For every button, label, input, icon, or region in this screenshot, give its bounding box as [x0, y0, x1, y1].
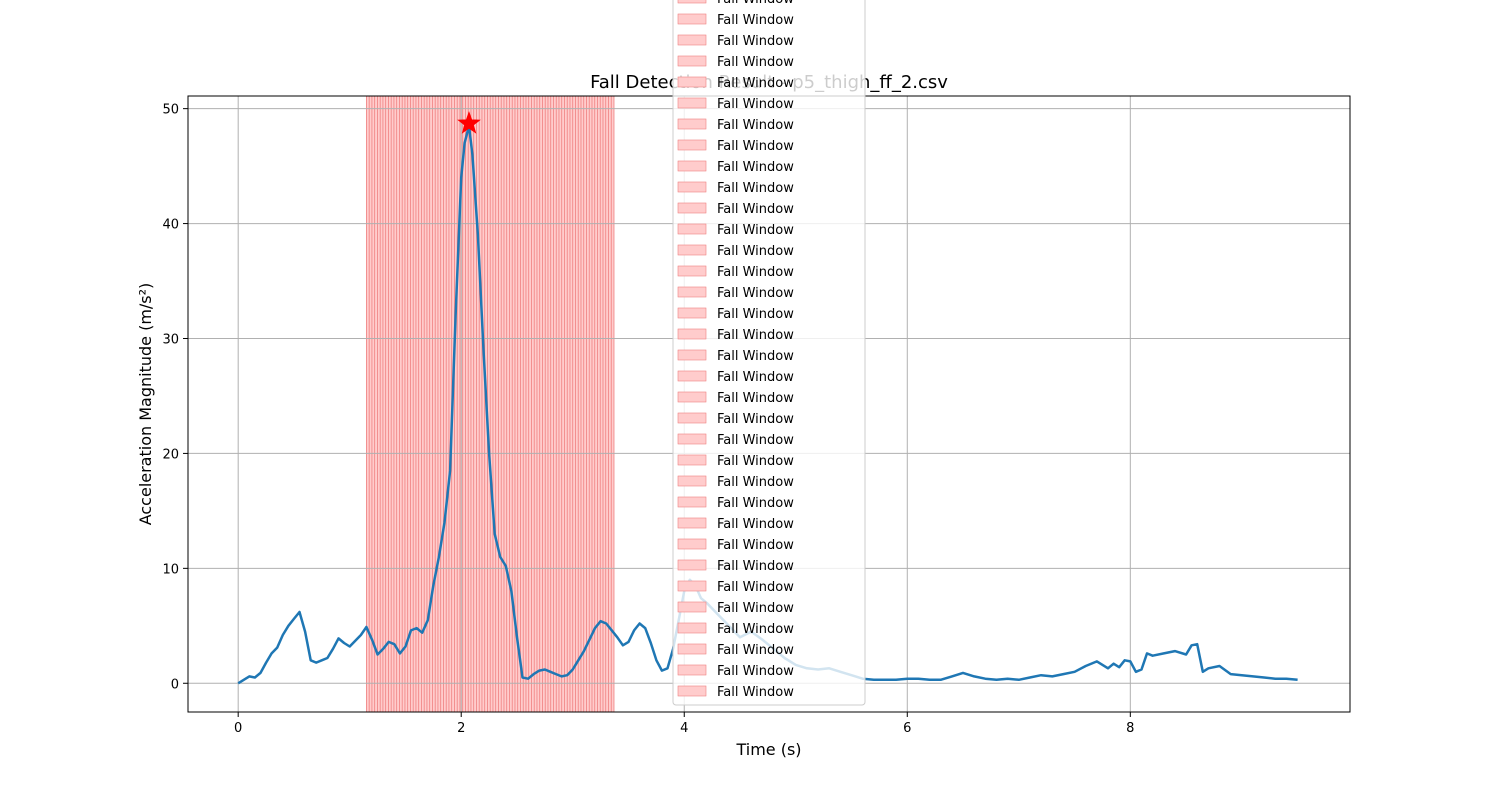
- legend-swatch: [677, 265, 707, 277]
- legend: Fall Window Fall Window Fall Window Fall Wi…: [672, 0, 866, 706]
- y-axis-label: Acceleration Magnitude (m/s²): [136, 283, 155, 526]
- legend-label: Fall Window: [717, 496, 794, 511]
- fall-window-bands: [366, 96, 615, 712]
- legend-swatch: [677, 97, 707, 109]
- legend-swatch: [677, 139, 707, 151]
- legend-swatch: [677, 664, 707, 676]
- peak-marker: [457, 111, 481, 134]
- legend-label: Fall Window: [717, 244, 794, 259]
- legend-label: Fall Window: [717, 517, 794, 532]
- series-0-line: [237, 124, 1298, 685]
- series-line: [237, 124, 1298, 685]
- legend-swatch: [677, 643, 707, 655]
- legend-swatch: [677, 517, 707, 529]
- legend-swatch: [677, 391, 707, 403]
- legend-label: Fall Window: [717, 223, 794, 238]
- legend-swatch: [677, 307, 707, 319]
- legend-box: [672, 0, 866, 706]
- legend-label: Fall Window: [717, 34, 794, 49]
- legend-swatch: [677, 76, 707, 88]
- y-tick-label: 10: [162, 562, 179, 577]
- legend-label: Fall Window: [717, 118, 794, 133]
- y-tick-label: 0: [171, 677, 179, 692]
- y-tick-label: 30: [162, 332, 179, 347]
- legend-swatch: [677, 181, 707, 193]
- legend-label: Fall Window: [717, 286, 794, 301]
- legend-label: Fall Window: [717, 307, 794, 322]
- legend-label: Fall Window: [717, 328, 794, 343]
- legend-label: Fall Window: [717, 433, 794, 448]
- legend-label: Fall Window: [717, 55, 794, 70]
- legend-label: Fall Window: [717, 601, 794, 616]
- legend-swatch: [677, 601, 707, 613]
- x-tick-label: 4: [680, 721, 688, 736]
- legend-swatch: [677, 496, 707, 508]
- legend-label: Fall Window: [717, 76, 794, 91]
- legend-label: Fall Window: [717, 412, 794, 427]
- legend-swatch: [677, 286, 707, 298]
- legend-label: Fall Window: [717, 349, 794, 364]
- legend-label: Fall Window: [717, 13, 794, 28]
- x-tick-label: 6: [903, 721, 911, 736]
- legend-label: Fall Window: [717, 685, 794, 700]
- legend-swatch: [677, 13, 707, 25]
- legend-label: Fall Window: [717, 454, 794, 469]
- axis-ticks: 0 2 4 6 8 0 10 20 30 40 50: [162, 103, 1134, 736]
- legend-swatch: [677, 622, 707, 634]
- legend-label: Fall Window: [717, 580, 794, 595]
- y-tick-label: 40: [162, 218, 179, 233]
- legend-label: Fall Window: [717, 97, 794, 112]
- legend-swatch: [677, 202, 707, 214]
- legend-swatch: [677, 223, 707, 235]
- legend-label: Fall Window: [717, 160, 794, 175]
- legend-swatch: [677, 538, 707, 550]
- x-axis-label: Time (s): [735, 740, 801, 759]
- legend-swatch: [677, 685, 707, 697]
- x-tick-label: 8: [1126, 721, 1134, 736]
- legend-label: Fall Window: [717, 265, 794, 280]
- legend-label: Fall Window: [717, 181, 794, 196]
- peak-star-marker: [457, 111, 481, 134]
- legend-swatch: [677, 0, 707, 4]
- legend-swatch: [677, 559, 707, 571]
- legend-swatch: [677, 349, 707, 361]
- legend-swatch: [677, 55, 707, 67]
- legend-swatch: [677, 412, 707, 424]
- legend-label: Fall Window: [717, 559, 794, 574]
- legend-label: Fall Window: [717, 622, 794, 637]
- legend-swatch: [677, 328, 707, 340]
- y-tick-label: 50: [162, 103, 179, 118]
- legend-label: Fall Window: [717, 202, 794, 217]
- legend-swatch: [677, 475, 707, 487]
- legend-swatch: [677, 370, 707, 382]
- legend-label: Fall Window: [717, 0, 794, 7]
- legend-swatch: [677, 580, 707, 592]
- legend-swatch: [677, 244, 707, 256]
- legend-swatch: [677, 160, 707, 172]
- x-tick-label: 2: [457, 721, 465, 736]
- legend-label: Fall Window: [717, 391, 794, 406]
- x-tick-label: 0: [234, 721, 242, 736]
- y-tick-label: 20: [162, 447, 179, 462]
- legend-swatch: [677, 34, 707, 46]
- legend-label: Fall Window: [717, 664, 794, 679]
- legend-swatch: [677, 454, 707, 466]
- legend-swatch: [677, 118, 707, 130]
- legend-label: Fall Window: [717, 475, 794, 490]
- legend-label: Fall Window: [717, 139, 794, 154]
- legend-label: Fall Window: [717, 643, 794, 658]
- legend-label: Fall Window: [717, 370, 794, 385]
- legend-label: Fall Window: [717, 538, 794, 553]
- legend-swatch: [677, 433, 707, 445]
